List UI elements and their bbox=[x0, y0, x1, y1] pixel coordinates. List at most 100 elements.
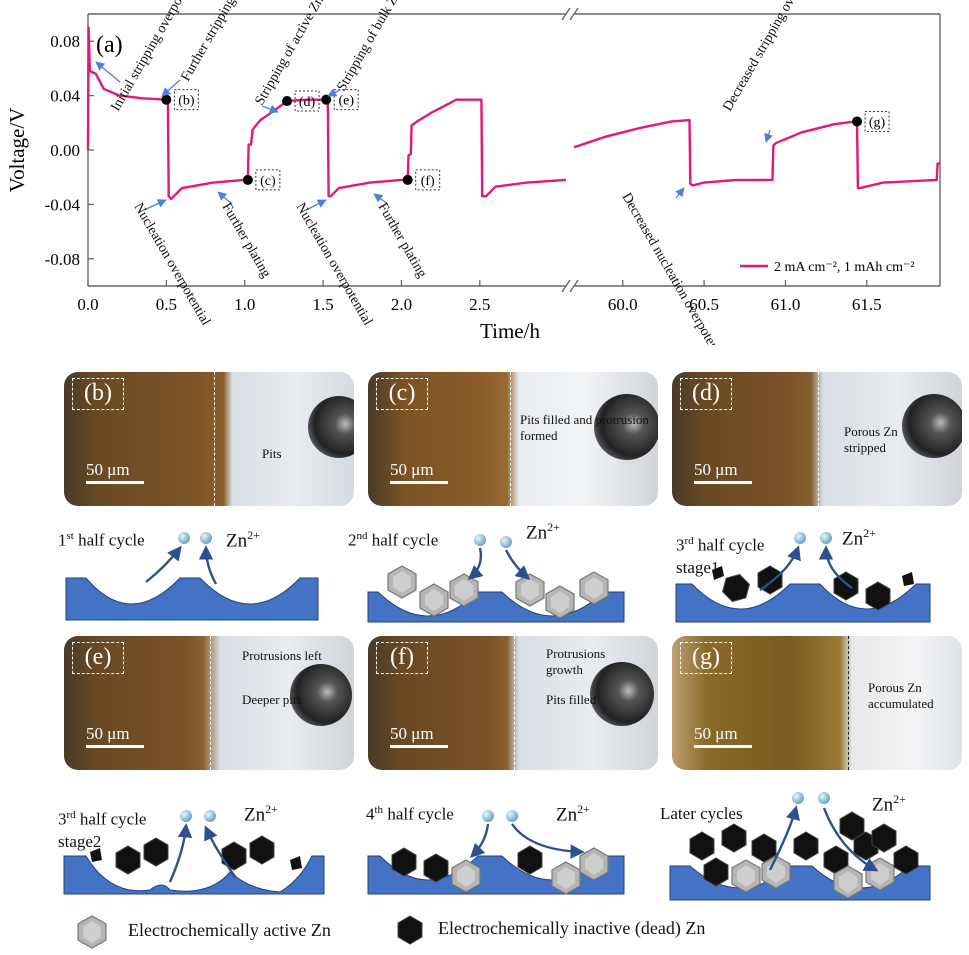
micrograph-e: (e) 50 μm Protrusions left Deeper pits bbox=[64, 636, 354, 770]
y-tick-label: 0.00 bbox=[50, 141, 80, 160]
electrode-dot bbox=[308, 396, 354, 458]
x-tick-label: 61.0 bbox=[771, 295, 801, 314]
annot-deeper-pits: Deeper pits bbox=[242, 692, 302, 707]
marker-point bbox=[402, 174, 413, 185]
porous-edge-line bbox=[848, 636, 852, 770]
marker-point bbox=[852, 116, 863, 127]
schematic-4th-half-cycle bbox=[367, 810, 625, 895]
x-tick-label: 1.5 bbox=[312, 295, 333, 314]
marker-label: (b) bbox=[178, 94, 195, 109]
marker-label: (g) bbox=[869, 115, 886, 130]
annot-pits-filled: Pits filled and protrusion formed bbox=[520, 412, 649, 443]
pit-edge-line bbox=[214, 372, 218, 506]
x-tick-label: 60.0 bbox=[608, 295, 638, 314]
zn-ion-label: Zn2+ bbox=[556, 802, 590, 826]
pit-edge-line bbox=[210, 636, 214, 770]
panel-label: (b) bbox=[72, 378, 124, 410]
scale-bar: 50 μm bbox=[694, 460, 752, 484]
zn-ion-label: Zn2+ bbox=[526, 520, 560, 544]
marker-label-box bbox=[255, 169, 281, 191]
micrograph-d: (d) 50 μm Porous Zn stripped bbox=[672, 372, 962, 506]
caption-later-cycles: Later cycles bbox=[660, 804, 743, 823]
zn-ion-label: Zn2+ bbox=[842, 526, 876, 550]
caption-2nd-half-cycle: 2nd half cycle bbox=[348, 530, 439, 550]
x-axis-ticks: 0.0 0.5 1.0 1.5 2.0 2.5 60.0 60.5 61.0 61.5 bbox=[77, 280, 882, 314]
marker-label-box bbox=[294, 90, 320, 112]
x-tick-label: 61.5 bbox=[852, 295, 882, 314]
x-tick-label: 0.5 bbox=[156, 295, 177, 314]
panel-label: (f) bbox=[376, 642, 428, 674]
scale-bar: 50 μm bbox=[86, 460, 144, 484]
annot-porous-stripped: Porous Zn stripped bbox=[844, 424, 898, 455]
y-tick-label: 0.08 bbox=[50, 32, 80, 51]
annotation-arrows bbox=[95, 61, 773, 211]
chart-panel-label: (a) bbox=[96, 32, 123, 58]
marker-label: (e) bbox=[338, 94, 354, 109]
legend-active-zn-label: Electrochemically active Zn bbox=[128, 920, 331, 940]
schematic-1st-half-cycle bbox=[65, 532, 319, 621]
caption-3rd-half-cycle-stage1: 3rd half cycle stage1 bbox=[676, 535, 765, 577]
panel-label: (c) bbox=[376, 378, 428, 410]
electrode-dot bbox=[590, 662, 654, 726]
axes-frame bbox=[87, 13, 941, 287]
pit-edge-line bbox=[818, 372, 822, 506]
scale-bar: 50 μm bbox=[694, 724, 752, 748]
marker-label-box bbox=[864, 110, 890, 132]
micrograph-c: (c) 50 μm Pits filled and protrusion for… bbox=[368, 372, 658, 506]
legend-dead-zn-label: Electrochemically inactive (dead) Zn bbox=[438, 918, 706, 938]
marker-point bbox=[282, 96, 293, 107]
schematic-later-cycles bbox=[669, 792, 931, 901]
y-axis-label: Voltage/V bbox=[5, 108, 29, 193]
micrograph-b: (b) 50 μm Pits bbox=[64, 372, 354, 506]
panel-label: (g) bbox=[680, 642, 732, 674]
schematic-3rd-half-cycle-stage1 bbox=[675, 532, 931, 623]
zn-ion-label: Zn2+ bbox=[226, 528, 260, 552]
x-tick-label: 2.5 bbox=[469, 295, 490, 314]
scale-bar: 50 μm bbox=[86, 724, 144, 748]
annot-protrusions-left: Protrusions left bbox=[242, 648, 322, 663]
caption-4th-half-cycle: 4th half cycle bbox=[366, 804, 454, 824]
marker-point bbox=[321, 94, 332, 105]
annot-pits-filled: Pits filled bbox=[546, 692, 597, 707]
marker-label-box bbox=[415, 169, 441, 191]
scale-bar: 50 μm bbox=[390, 724, 448, 748]
schematic-2nd-half-cycle bbox=[367, 534, 625, 623]
electrode-dot bbox=[902, 394, 962, 458]
y-tick-label: 0.04 bbox=[50, 87, 80, 106]
axis-break-marks bbox=[561, 7, 579, 293]
zn-ion-label: Zn2+ bbox=[872, 792, 906, 816]
marker-point bbox=[242, 174, 253, 185]
y-axis-ticks: 0.08 0.04 0.00 -0.04 -0.08 bbox=[45, 32, 94, 269]
annot-protrusions-growth: Protrusions growth bbox=[546, 646, 606, 677]
x-axis-label: Time/h bbox=[480, 319, 540, 343]
annot-porous-accumulated: Porous Zn accumulated bbox=[868, 680, 934, 711]
panel-label: (d) bbox=[680, 378, 732, 410]
caption-1st-half-cycle: 1st half cycle bbox=[58, 530, 145, 550]
pit-edge-line bbox=[514, 636, 518, 770]
caption-3rd-half-cycle-stage2: 3rd half cycle stage2 bbox=[58, 809, 147, 851]
legend-active-zn-icon bbox=[77, 915, 107, 949]
scale-bar: 50 μm bbox=[390, 460, 448, 484]
data-markers: (b) (c) (d) (e) (f) (g) bbox=[161, 89, 890, 191]
marker-label-box bbox=[173, 89, 199, 111]
pit-edge-line bbox=[510, 372, 514, 506]
marker-label: (c) bbox=[260, 174, 276, 189]
schematic-3rd-half-cycle-stage2 bbox=[63, 810, 325, 895]
micrograph-f: (f) 50 μm Protrusions growth Pits filled bbox=[368, 636, 658, 770]
y-tick-label: -0.04 bbox=[45, 195, 81, 214]
micrograph-g: (g) 50 μm Porous Zn accumulated bbox=[672, 636, 962, 770]
electrode-dot bbox=[290, 664, 352, 726]
zn-ion-label: Zn2+ bbox=[244, 802, 278, 826]
chart-legend: 2 mA cm⁻², 1 mAh cm⁻² bbox=[740, 260, 915, 275]
panel-label: (e) bbox=[72, 642, 124, 674]
marker-point bbox=[161, 94, 172, 105]
voltage-time-chart: 0.08 0.04 0.00 -0.04 -0.08 0.0 0.5 1.0 1.5 2.0 2.… bbox=[5, 0, 941, 345]
y-tick-label: -0.08 bbox=[45, 250, 80, 269]
marker-label: (d) bbox=[299, 95, 316, 110]
x-tick-label: 1.0 bbox=[234, 295, 255, 314]
x-tick-label: 2.0 bbox=[391, 295, 412, 314]
x-tick-label: 0.0 bbox=[77, 295, 98, 314]
marker-label: (f) bbox=[421, 174, 435, 189]
legend-label: 2 mA cm⁻², 1 mAh cm⁻² bbox=[774, 260, 915, 275]
